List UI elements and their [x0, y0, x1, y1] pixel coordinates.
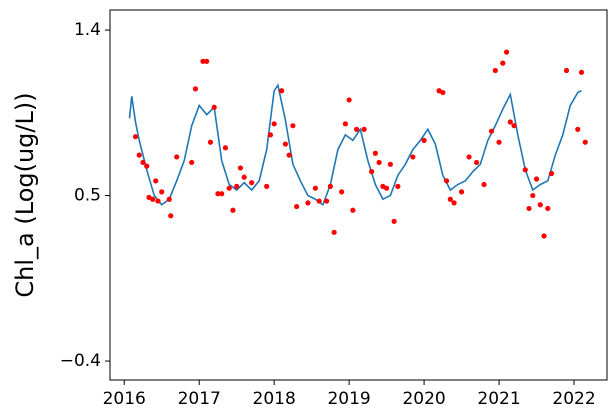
point [578, 69, 585, 75]
x-tick-label: 2019 [327, 389, 370, 409]
y-tick-label: 0.5 [74, 186, 101, 206]
point [500, 60, 506, 66]
point [339, 189, 345, 195]
point [369, 169, 375, 175]
x-tick-label: 2017 [178, 389, 221, 409]
point [150, 196, 156, 202]
point [166, 196, 172, 202]
point [271, 121, 277, 127]
point [537, 202, 543, 208]
point [174, 154, 180, 160]
point [249, 180, 255, 186]
point [132, 134, 139, 140]
point [192, 86, 199, 92]
point [541, 233, 547, 239]
point [282, 141, 289, 147]
point [354, 126, 360, 132]
plot-frame [109, 9, 608, 381]
point [575, 126, 581, 132]
point [458, 189, 465, 195]
point [473, 159, 480, 166]
point [522, 167, 528, 173]
point [372, 150, 378, 156]
point [234, 183, 240, 189]
point [533, 176, 540, 182]
point [440, 89, 446, 96]
point [421, 137, 427, 143]
point [466, 154, 472, 160]
point [294, 203, 300, 210]
line [128, 83, 582, 207]
point [136, 152, 142, 158]
point [286, 152, 292, 158]
point [387, 161, 393, 167]
point [545, 205, 551, 212]
point [159, 189, 165, 195]
point [376, 159, 382, 166]
point [237, 165, 244, 171]
point [140, 159, 146, 166]
point [226, 185, 232, 191]
point [361, 126, 367, 132]
point [324, 198, 330, 204]
point [168, 213, 174, 219]
point [384, 185, 390, 191]
point [144, 163, 150, 169]
point [327, 183, 333, 189]
point [451, 200, 457, 206]
point [211, 104, 217, 110]
point [267, 132, 274, 138]
point [230, 207, 236, 213]
point [342, 121, 348, 127]
point [350, 207, 356, 213]
point [264, 183, 270, 189]
point [153, 178, 159, 184]
point [530, 192, 536, 199]
point [189, 159, 195, 166]
point [346, 97, 352, 103]
point [511, 123, 517, 129]
point [215, 191, 221, 197]
point [331, 229, 337, 235]
point [155, 198, 161, 204]
point [548, 170, 555, 177]
point [563, 67, 570, 74]
point [503, 49, 510, 55]
point [312, 185, 318, 191]
point [241, 174, 247, 180]
point [391, 218, 397, 224]
point [395, 183, 401, 189]
point [200, 58, 206, 64]
y-axis-label: Chl_a (Log(ug/L)) [11, 92, 39, 297]
point [204, 58, 210, 64]
point [410, 154, 416, 160]
x-tick-label: 2022 [552, 389, 595, 409]
x-tick-label: 2021 [477, 389, 520, 409]
point [305, 200, 311, 206]
point [443, 178, 450, 184]
point [492, 67, 498, 74]
point [222, 145, 229, 151]
x-tick-label: 2016 [103, 389, 146, 409]
point [496, 139, 502, 145]
point [219, 191, 225, 197]
x-tick-label: 2020 [402, 389, 445, 409]
point [447, 196, 453, 202]
point [507, 119, 513, 125]
point [316, 198, 322, 204]
point [526, 205, 532, 212]
point [481, 181, 487, 188]
y-tick-label: 1.4 [74, 20, 101, 40]
x-tick-label: 2018 [253, 389, 296, 409]
point [279, 88, 285, 94]
point [290, 123, 296, 129]
point [207, 139, 214, 145]
y-tick-label: −0.4 [60, 351, 101, 371]
point [582, 139, 588, 145]
point [488, 128, 495, 134]
